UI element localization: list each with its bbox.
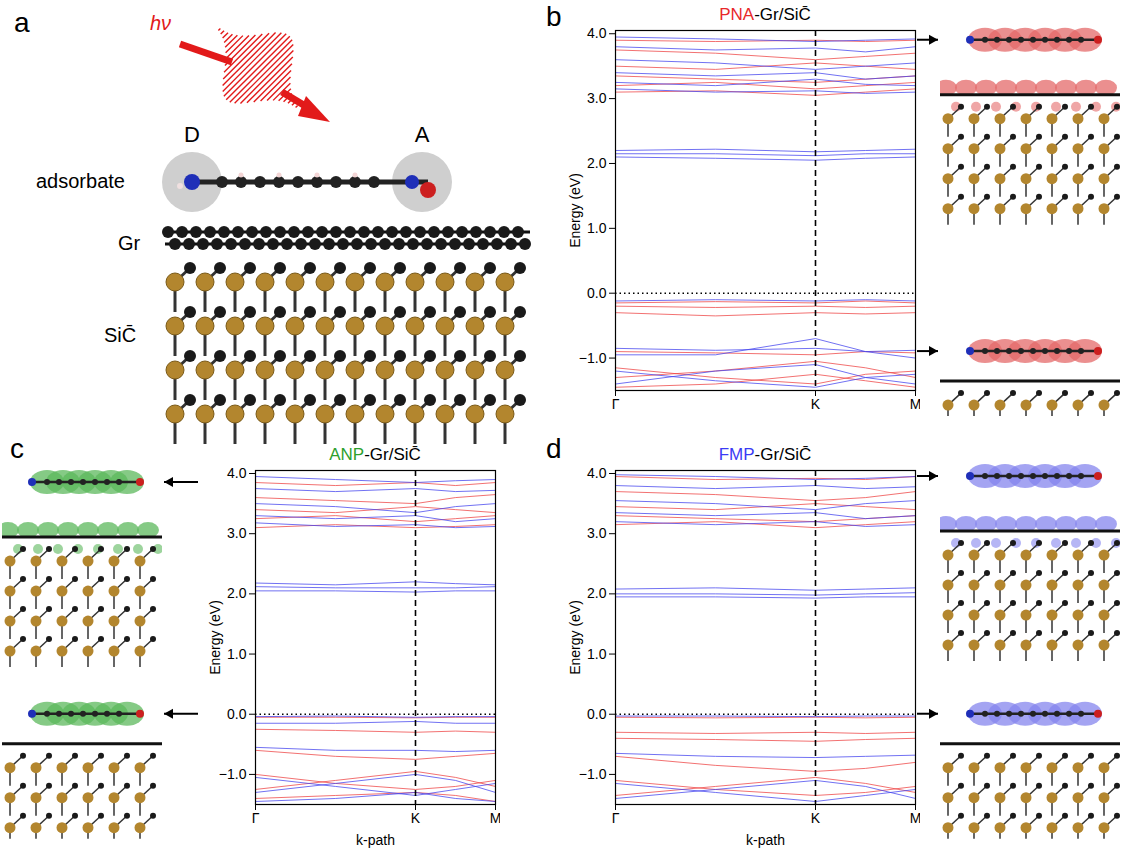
svg-text:Γ: Γ [252, 810, 260, 826]
svg-text:Γ: Γ [612, 810, 620, 826]
svg-text:Gr: Gr [118, 232, 141, 254]
svg-text:Energy (eV): Energy (eV) [567, 600, 583, 675]
svg-text:M: M [910, 810, 920, 826]
svg-text:2.0: 2.0 [227, 585, 247, 601]
html-text:PNA -Gr/SiC̄: PNA -Gr/SiC̄ [719, 5, 811, 24]
svg-text:4.0: 4.0 [587, 25, 607, 41]
svg-text:hν: hν [150, 12, 171, 34]
svg-text:−1.0: −1.0 [219, 766, 247, 782]
svg-text:1.0: 1.0 [587, 646, 607, 662]
svg-text:k-path: k-path [356, 832, 395, 848]
svg-text:0.0: 0.0 [227, 706, 247, 722]
svg-text:0.0: 0.0 [587, 285, 607, 301]
svg-text:D: D [184, 122, 200, 147]
svg-text:4.0: 4.0 [587, 465, 607, 481]
svg-text:SiC̄: SiC̄ [104, 324, 136, 346]
svg-text:Γ: Γ [612, 396, 620, 412]
svg-text:−1.0: −1.0 [579, 350, 607, 366]
svg-text:A: A [415, 122, 430, 147]
svg-text:3.0: 3.0 [587, 90, 607, 106]
svg-text:c: c [10, 433, 24, 464]
svg-text:1.0: 1.0 [587, 220, 607, 236]
svg-text:4.0: 4.0 [227, 465, 247, 481]
svg-text:adsorbate: adsorbate [36, 170, 125, 192]
svg-text:−1.0: −1.0 [579, 766, 607, 782]
svg-text:Energy (eV): Energy (eV) [567, 173, 583, 248]
svg-text:3.0: 3.0 [227, 525, 247, 541]
html-text:ANP -Gr/SiC̄: ANP -Gr/SiC̄ [329, 445, 421, 464]
svg-text:d: d [546, 433, 562, 464]
svg-text:K: K [411, 810, 421, 826]
svg-text:2.0: 2.0 [587, 585, 607, 601]
svg-text:k-path: k-path [746, 832, 785, 848]
svg-text:a: a [14, 7, 30, 38]
svg-text:Energy (eV): Energy (eV) [207, 600, 223, 675]
svg-text:M: M [910, 396, 920, 412]
svg-text:K: K [811, 396, 821, 412]
svg-text:K: K [811, 810, 821, 826]
svg-text:1.0: 1.0 [227, 646, 247, 662]
svg-text:2.0: 2.0 [587, 155, 607, 171]
svg-text:b: b [546, 1, 562, 32]
svg-text:0.0: 0.0 [587, 706, 607, 722]
svg-text:3.0: 3.0 [587, 525, 607, 541]
html-text:FMP -Gr/SiC̄: FMP -Gr/SiC̄ [718, 445, 812, 464]
svg-text:M: M [490, 810, 500, 826]
